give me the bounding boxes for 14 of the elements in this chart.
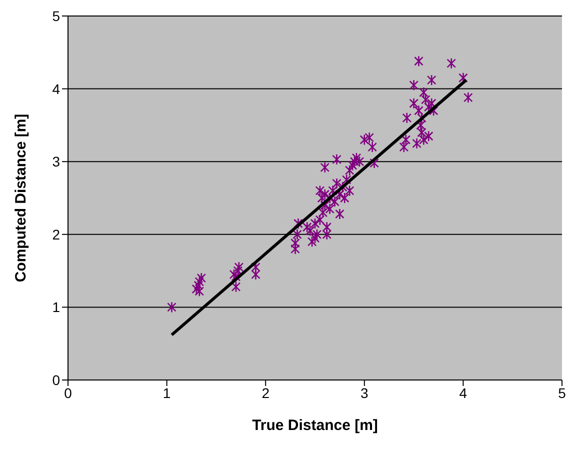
x-tick-label: 0 xyxy=(64,384,72,401)
y-tick-label: 1 xyxy=(52,299,60,316)
x-tick-label: 2 xyxy=(262,384,270,401)
y-tick-label: 3 xyxy=(52,154,60,170)
y-tick-label: 4 xyxy=(52,80,60,97)
y-axis-title: Computed Distance [m] xyxy=(12,114,30,282)
x-tick-label: 4 xyxy=(459,384,468,401)
x-axis-title: True Distance [m] xyxy=(252,417,378,434)
y-tick-label: 2 xyxy=(52,226,60,242)
y-tick-label: 0 xyxy=(52,372,60,388)
x-tick-label: 1 xyxy=(162,384,171,401)
x-tick-label: 5 xyxy=(558,384,566,401)
x-tick-label: 3 xyxy=(360,384,368,401)
y-tick-label: 5 xyxy=(52,8,60,24)
